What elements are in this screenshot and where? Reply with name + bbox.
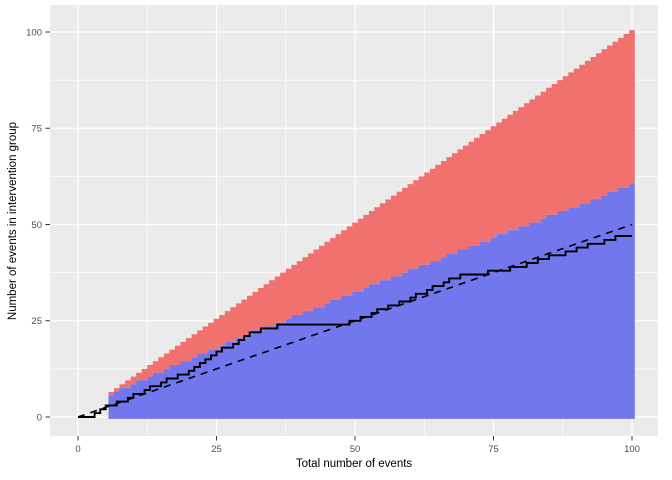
x-axis-tick-label: 0 [75,444,80,455]
x-axis-tick-label: 100 [624,444,640,455]
y-axis-title: Number of events in intervention group [7,121,19,321]
y-axis: 0 25 50 75 100 [26,27,50,423]
y-axis-tick-label: 100 [26,27,42,38]
observed-step-line [78,235,632,418]
x-axis-tick-label: 25 [211,444,222,455]
y-axis-tick-label: 0 [37,412,42,423]
stop-region-area [108,30,635,396]
null-hypothesis-dashed-line [77,223,633,418]
x-axis: 0 25 50 75 100 [75,436,640,455]
y-axis-tick-label: 25 [31,316,42,327]
x-axis-tick-label: 50 [350,444,361,455]
x-axis-title: Total number of events [295,458,413,470]
x-axis-tick-label: 75 [488,444,499,455]
y-axis-tick-label: 50 [31,220,42,231]
y-axis-tick-label: 75 [31,124,42,135]
